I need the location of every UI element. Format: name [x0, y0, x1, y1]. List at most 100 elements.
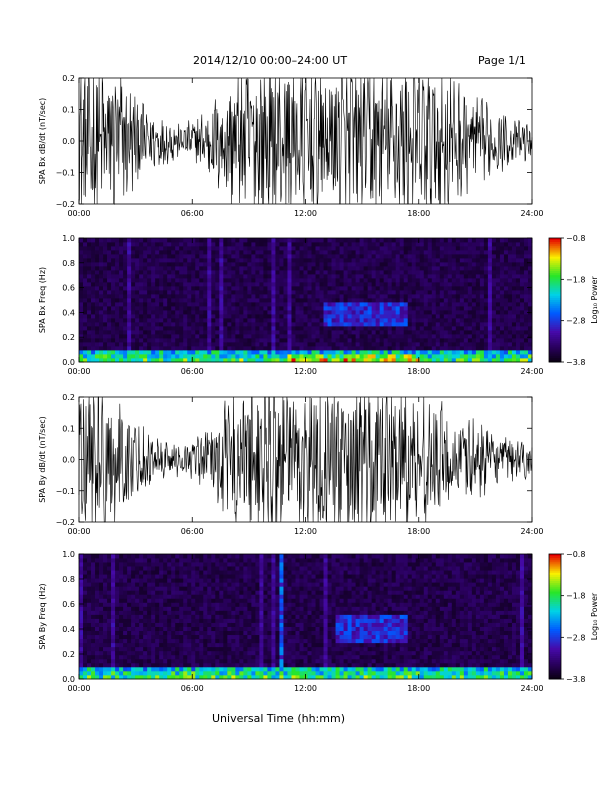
heatmap-cell — [231, 622, 236, 627]
heatmap-cell — [499, 274, 505, 279]
y-tick-label: 0.8 — [62, 259, 75, 268]
heatmap-cell — [243, 250, 248, 255]
heatmap-cell — [427, 282, 433, 287]
heatmap-cell — [427, 302, 433, 307]
heatmap-cell — [475, 290, 481, 295]
heatmap-cell — [355, 270, 361, 275]
heatmap-cell — [151, 586, 156, 591]
heatmap-cell — [363, 274, 369, 279]
heatmap-cell — [79, 614, 84, 619]
heatmap-cell — [111, 658, 116, 664]
heatmap-cell — [219, 350, 224, 355]
heatmap-cell — [247, 626, 252, 632]
heatmap-cell — [187, 622, 192, 627]
heatmap-cell — [179, 342, 184, 347]
heatmap-cell — [455, 310, 461, 315]
heatmap-cell — [423, 342, 429, 347]
heatmap-cell — [103, 586, 108, 591]
heatmap-cell — [335, 274, 340, 279]
heatmap-cell — [235, 674, 240, 680]
heatmap-cell — [91, 338, 96, 343]
heatmap-cell — [227, 350, 232, 355]
heatmap-cell — [463, 318, 469, 323]
heatmap-cell — [131, 594, 136, 599]
heatmap-cell — [483, 318, 489, 323]
heatmap-cell — [503, 338, 509, 343]
heatmap-cell — [283, 330, 288, 335]
heatmap-cell — [227, 666, 232, 672]
heatmap-cell — [227, 642, 232, 648]
heatmap-cell — [191, 294, 196, 299]
heatmap-cell — [167, 582, 172, 587]
heatmap-cell — [179, 274, 184, 279]
heatmap-cell — [175, 326, 180, 331]
y-tick-label: 0.0 — [62, 137, 75, 146]
heatmap-cell — [275, 262, 280, 267]
heatmap-cell — [511, 254, 517, 259]
heatmap-cell — [335, 238, 340, 243]
heatmap-cell — [203, 238, 208, 243]
heatmap-cell — [183, 606, 188, 611]
heatmap-cell — [319, 254, 324, 259]
heatmap-cell — [499, 338, 505, 343]
colorbar-step — [549, 302, 561, 305]
heatmap-cell — [139, 650, 144, 656]
heatmap-cell — [219, 598, 224, 603]
heatmap-cell — [83, 562, 88, 567]
heatmap-cell — [215, 238, 220, 243]
heatmap-cell — [203, 290, 208, 295]
heatmap-cell — [135, 310, 140, 315]
heatmap-cell — [307, 238, 312, 243]
heatmap-cell — [127, 310, 132, 315]
heatmap-cell — [399, 334, 405, 339]
heatmap-cell — [103, 610, 108, 615]
heatmap-cell — [527, 342, 533, 347]
heatmap-cell — [155, 562, 160, 567]
heatmap-cell — [235, 578, 240, 583]
heatmap-cell — [347, 242, 352, 247]
heatmap-cell — [427, 294, 433, 299]
heatmap-cell — [87, 634, 92, 640]
heatmap-cell — [243, 658, 248, 664]
heatmap-cell — [235, 630, 240, 636]
heatmap-cell — [171, 586, 176, 591]
heatmap-cell — [267, 326, 272, 331]
heatmap-cell — [115, 602, 120, 607]
heatmap-cell — [91, 618, 96, 623]
heatmap-cell — [123, 322, 128, 327]
heatmap-cell — [143, 306, 148, 311]
heatmap-cell — [99, 302, 104, 307]
heatmap-cell — [119, 610, 124, 615]
heatmap-cell — [191, 638, 196, 644]
heatmap-cell — [163, 670, 168, 676]
heatmap-cell — [195, 250, 200, 255]
heatmap-cell — [459, 266, 465, 271]
heatmap-cell — [219, 278, 224, 283]
heatmap-cell — [319, 270, 324, 275]
heatmap-cell — [523, 282, 529, 287]
heatmap-cell — [111, 566, 116, 571]
heatmap-cell — [115, 566, 120, 571]
heatmap-cell — [215, 570, 220, 575]
heatmap-cell — [479, 322, 485, 327]
heatmap-cell — [151, 666, 156, 672]
heatmap-cell — [499, 334, 505, 339]
heatmap-cell — [275, 286, 280, 291]
heatmap-cell — [411, 246, 417, 251]
heatmap-cell — [171, 666, 176, 672]
heatmap-cell — [235, 554, 240, 559]
heatmap-cell — [435, 330, 441, 335]
heatmap-cell — [211, 342, 216, 347]
heatmap-cell — [491, 250, 497, 255]
heatmap-cell — [447, 266, 453, 271]
heatmap-cell — [251, 278, 256, 283]
heatmap-cell — [267, 322, 272, 327]
heatmap-cell — [371, 270, 377, 275]
heatmap-cell — [371, 302, 377, 307]
heatmap-cell — [251, 326, 256, 331]
heatmap-cell — [143, 642, 148, 648]
heatmap-cell — [147, 642, 152, 648]
heatmap-cell — [247, 322, 252, 327]
heatmap-cell — [503, 282, 509, 287]
heatmap-cell — [179, 314, 184, 319]
